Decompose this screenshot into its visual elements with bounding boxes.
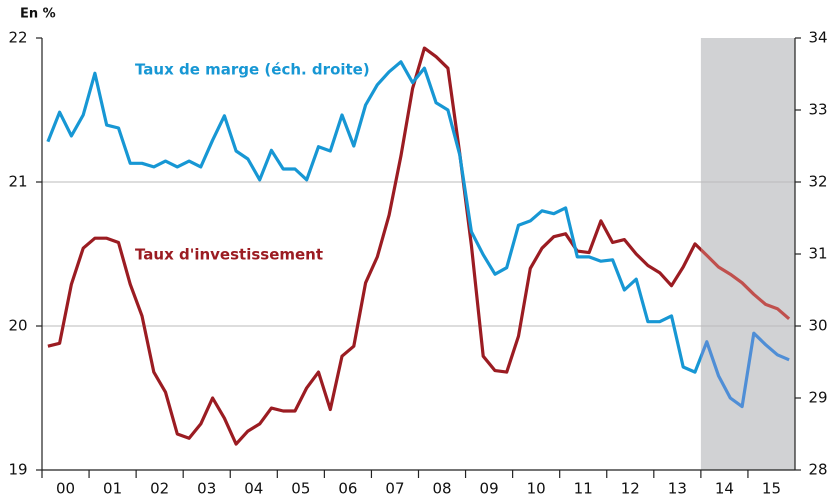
y-tick-label: 20 xyxy=(8,317,27,335)
y2-tick-label: 32 xyxy=(808,173,827,191)
x-tick-label: 12 xyxy=(621,480,640,498)
y2-tick-label: 30 xyxy=(808,317,827,335)
y2-tick-label: 29 xyxy=(808,389,827,407)
x-tick-label: 10 xyxy=(527,480,546,498)
x-tick-label: 08 xyxy=(432,480,451,498)
y2-tick-label: 28 xyxy=(808,461,827,479)
x-tick-label: 00 xyxy=(56,480,75,498)
x-tick-label: 05 xyxy=(291,480,310,498)
y2-tick-label: 31 xyxy=(808,245,827,263)
series-line xyxy=(47,46,791,446)
x-tick-label: 04 xyxy=(244,480,263,498)
x-tick-label: 13 xyxy=(668,480,687,498)
x-tick-label: 02 xyxy=(150,480,169,498)
y-tick-label: 19 xyxy=(8,461,27,479)
x-tick-label: 15 xyxy=(762,480,781,498)
x-tick-label: 07 xyxy=(385,480,404,498)
x-tick-label: 09 xyxy=(480,480,499,498)
series-line xyxy=(46,60,790,409)
y-tick-label: 22 xyxy=(8,29,27,47)
series-label: Taux d'investissement xyxy=(135,246,323,264)
series-label: Taux de marge (éch. droite) xyxy=(135,61,370,79)
forecast-shade xyxy=(700,38,795,470)
x-tick-label: 14 xyxy=(715,480,734,498)
y-axis-label: En % xyxy=(20,7,56,22)
y-tick-label: 21 xyxy=(8,173,27,191)
x-tick-label: 01 xyxy=(103,480,122,498)
x-tick-label: 06 xyxy=(338,480,357,498)
y2-tick-label: 34 xyxy=(808,29,827,47)
y2-tick-label: 33 xyxy=(808,101,827,119)
x-tick-label: 11 xyxy=(574,480,593,498)
x-tick-label: 03 xyxy=(197,480,216,498)
